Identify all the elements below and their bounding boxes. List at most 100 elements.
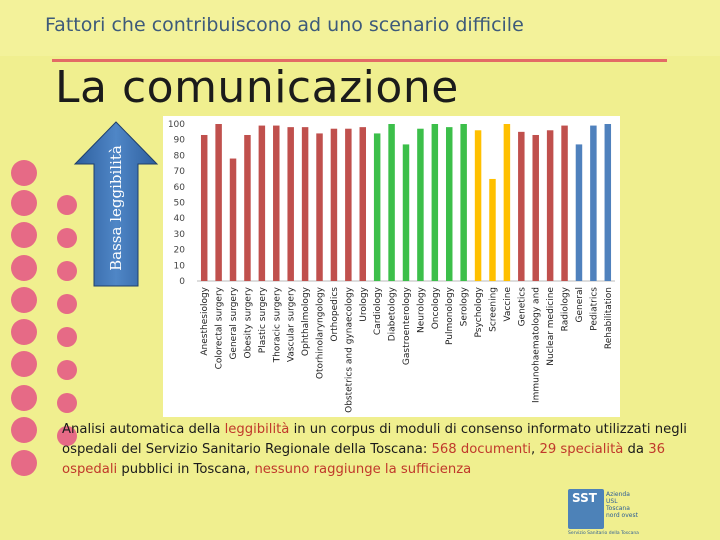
arrow-label: Bassa leggibilità bbox=[107, 145, 125, 271]
bar bbox=[316, 133, 323, 281]
slide-title: La comunicazione bbox=[55, 62, 459, 113]
bar bbox=[273, 125, 280, 281]
x-tick-label: Vaccine bbox=[503, 287, 513, 322]
x-tick-label: Serology bbox=[460, 286, 470, 326]
bar bbox=[460, 124, 467, 281]
decorative-dot bbox=[11, 160, 37, 186]
x-tick-label: Pulmonology bbox=[445, 286, 455, 345]
bar bbox=[590, 125, 597, 281]
decorative-dot bbox=[11, 255, 37, 281]
decorative-dot bbox=[11, 190, 37, 216]
caption-highlight: 36 ospedali bbox=[62, 442, 665, 477]
x-tick-label: Orthopedics bbox=[330, 287, 340, 342]
y-tick-label: 20 bbox=[174, 246, 186, 256]
sst-logo: SST Azienda USL Toscana nord ovest Servi… bbox=[566, 487, 639, 537]
x-tick-label: Obesity surgery bbox=[243, 286, 253, 358]
x-tick-label: Obstetrics and gynaecology bbox=[344, 286, 354, 413]
bar bbox=[258, 125, 266, 281]
x-tick-label: Otorhinolaryngology bbox=[316, 286, 326, 379]
x-tick-label: Genetics bbox=[517, 287, 527, 327]
x-tick-label: Radiology bbox=[561, 286, 571, 331]
decorative-dot bbox=[57, 195, 77, 215]
decorative-dot bbox=[11, 450, 37, 476]
bar bbox=[330, 128, 338, 281]
caption-part: , bbox=[531, 442, 540, 457]
bar bbox=[388, 124, 395, 281]
x-tick-label: Diabetology bbox=[388, 286, 398, 341]
header-title: Fattori che contribuiscono ad uno scenar… bbox=[45, 14, 524, 36]
bar bbox=[489, 178, 496, 281]
y-tick-label: 0 bbox=[179, 277, 185, 287]
x-tick-label: Gastroenterology bbox=[402, 286, 412, 365]
bar bbox=[604, 124, 612, 281]
caption-part: da bbox=[623, 442, 649, 457]
title-divider bbox=[52, 59, 667, 62]
x-tick-label: Colorectal surgery bbox=[215, 286, 225, 369]
x-tick-label: Thoracic surgery bbox=[272, 286, 282, 363]
bar bbox=[229, 158, 237, 281]
y-tick-label: 90 bbox=[174, 136, 186, 146]
x-tick-label: General bbox=[575, 287, 585, 322]
decorative-dot bbox=[11, 351, 37, 377]
x-tick-label: Cardiology bbox=[373, 286, 383, 335]
bar bbox=[244, 134, 251, 281]
caption-part: pubblici in Toscana, bbox=[117, 462, 255, 477]
bar bbox=[532, 134, 539, 281]
decorative-dot bbox=[57, 426, 77, 446]
logo-subtitle: Servizio Sanitario della Toscana bbox=[568, 531, 639, 536]
x-tick-label: Plastic surgery bbox=[258, 286, 268, 353]
x-tick-label: Psychology bbox=[474, 286, 484, 337]
y-tick-label: 30 bbox=[174, 230, 186, 240]
logo-mark bbox=[568, 489, 604, 529]
logo-mark-text: SST bbox=[572, 491, 597, 505]
caption-highlight: 568 documenti bbox=[431, 442, 532, 457]
bar bbox=[215, 124, 222, 281]
decorative-dot bbox=[11, 287, 37, 313]
decorative-dot bbox=[57, 327, 77, 347]
decorative-dot bbox=[57, 393, 77, 413]
x-tick-label: Rehabilitation bbox=[604, 287, 614, 349]
bar bbox=[431, 124, 439, 281]
y-tick-label: 100 bbox=[168, 120, 185, 130]
decorative-dot bbox=[57, 294, 77, 314]
decorative-dot bbox=[11, 385, 37, 411]
decorative-dot bbox=[57, 360, 77, 380]
y-tick-label: 70 bbox=[174, 167, 186, 177]
bar bbox=[200, 134, 208, 281]
caption-highlight: 29 specialità bbox=[539, 442, 624, 457]
decorative-dot bbox=[57, 261, 77, 281]
y-tick-label: 60 bbox=[174, 183, 186, 193]
bar bbox=[287, 127, 294, 281]
x-tick-label: General surgery bbox=[229, 286, 239, 359]
caption-part: Analisi automatica della bbox=[62, 422, 225, 437]
bar bbox=[301, 127, 309, 281]
caption-highlight: leggibilità bbox=[224, 422, 290, 437]
readability-arrow-icon bbox=[73, 121, 159, 287]
bar bbox=[402, 144, 410, 281]
x-tick-label: Oncology bbox=[431, 286, 441, 329]
bar bbox=[359, 127, 367, 281]
decorative-dot bbox=[11, 222, 37, 248]
caption-text: Analisi automatica della leggibilità in … bbox=[62, 420, 717, 480]
bar bbox=[474, 130, 482, 281]
logo-org-name: Azienda USL Toscana nord ovest bbox=[606, 491, 638, 519]
bar bbox=[417, 128, 424, 281]
x-tick-label: Nuclear medicine bbox=[546, 287, 556, 366]
decorative-dot bbox=[11, 417, 37, 443]
readability-bar-chart: 0 10 20 30 40 50 60 70 80 90 100 Anesthesiology Colo… bbox=[163, 116, 620, 417]
y-tick-label: 80 bbox=[174, 151, 186, 161]
x-tick-label: Neurology bbox=[416, 286, 426, 333]
bar bbox=[546, 130, 554, 281]
bar bbox=[561, 125, 568, 281]
bar bbox=[575, 144, 583, 281]
caption-highlight: nessuno raggiunge la sufficienza bbox=[254, 462, 472, 477]
decorative-dot bbox=[11, 319, 37, 345]
x-tick-label: Anesthesiology bbox=[200, 286, 210, 355]
caption-part: in un corpus di moduli di consenso infor… bbox=[62, 422, 687, 457]
header-bar bbox=[0, 0, 720, 56]
x-tick-label: Immunohaematology and bbox=[532, 287, 542, 403]
bar bbox=[445, 127, 453, 281]
bar bbox=[503, 124, 511, 281]
x-tick-label: Vascular surgery bbox=[287, 286, 297, 362]
x-tick-label: Screening bbox=[488, 287, 498, 332]
